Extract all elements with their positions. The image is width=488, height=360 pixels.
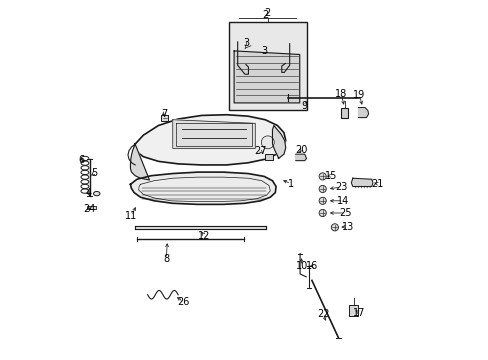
Text: 13: 13	[341, 222, 353, 231]
Text: 9: 9	[301, 102, 307, 112]
Circle shape	[319, 210, 325, 217]
Text: 22: 22	[317, 310, 329, 319]
Text: 2: 2	[262, 10, 268, 20]
Text: 6: 6	[79, 155, 84, 165]
Circle shape	[319, 173, 325, 180]
Text: 27: 27	[254, 146, 266, 156]
Ellipse shape	[93, 192, 100, 196]
Text: 12: 12	[198, 231, 210, 240]
Polygon shape	[272, 126, 285, 158]
Text: 4: 4	[85, 188, 91, 198]
Text: 7: 7	[161, 109, 166, 119]
Text: 24: 24	[83, 204, 96, 214]
Circle shape	[261, 136, 274, 149]
Text: 16: 16	[305, 261, 317, 271]
Circle shape	[319, 197, 325, 204]
Bar	[228, 22, 306, 110]
Text: 17: 17	[352, 308, 365, 318]
Text: 8: 8	[163, 254, 169, 264]
Polygon shape	[130, 144, 149, 180]
Text: 20: 20	[295, 144, 307, 154]
Polygon shape	[134, 115, 285, 165]
Bar	[348, 305, 357, 316]
Text: 19: 19	[352, 90, 365, 100]
Text: 21: 21	[370, 179, 383, 189]
Polygon shape	[358, 108, 368, 118]
Text: 5: 5	[91, 168, 98, 178]
Bar	[161, 115, 168, 121]
Circle shape	[330, 224, 338, 231]
Polygon shape	[295, 154, 306, 161]
Text: 15: 15	[325, 171, 337, 181]
Text: 18: 18	[334, 89, 347, 99]
Polygon shape	[130, 172, 276, 204]
Text: 2: 2	[264, 8, 270, 18]
Text: 1: 1	[287, 179, 294, 189]
Bar	[340, 108, 348, 118]
Text: 11: 11	[125, 211, 138, 221]
Text: 10: 10	[295, 261, 307, 271]
Text: 14: 14	[337, 196, 349, 206]
Polygon shape	[351, 178, 372, 186]
Bar	[87, 206, 96, 210]
Polygon shape	[234, 51, 299, 103]
Text: 25: 25	[339, 208, 351, 218]
Text: 3: 3	[261, 46, 267, 56]
Polygon shape	[172, 120, 255, 148]
Text: 3: 3	[243, 38, 249, 48]
Text: 26: 26	[177, 297, 189, 307]
Bar	[265, 154, 273, 159]
Text: 23: 23	[334, 182, 347, 192]
Circle shape	[319, 185, 325, 193]
